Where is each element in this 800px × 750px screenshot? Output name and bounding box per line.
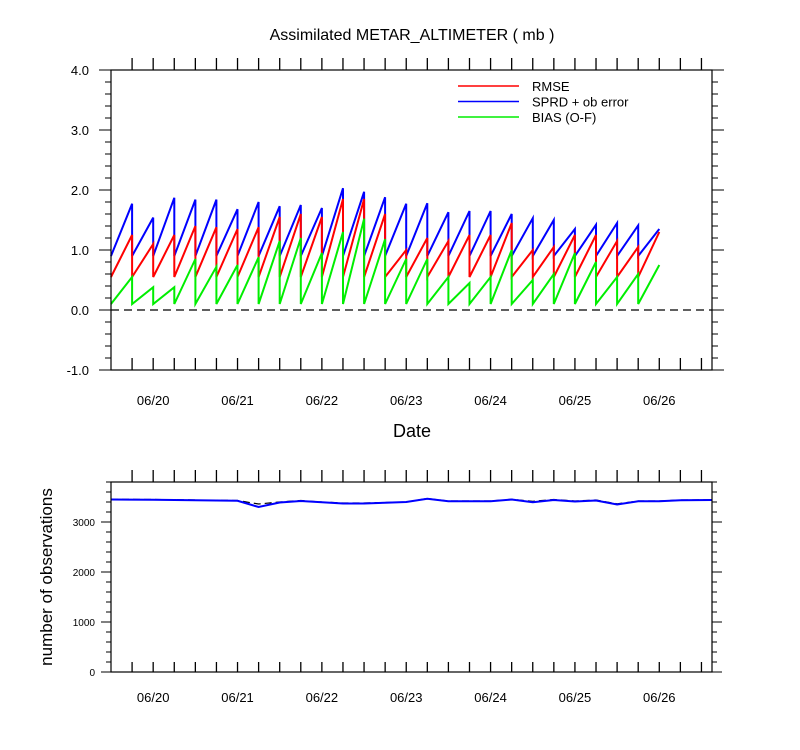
y-tick-label: 0.0	[71, 303, 89, 318]
series-line-bias-o-f	[110, 218, 661, 308]
observations-line-assimilated	[110, 497, 713, 509]
x-tick-label: 06/24	[474, 690, 507, 705]
y-tick-label: 3.0	[71, 123, 89, 138]
bottom-series-group	[110, 497, 713, 509]
bottom-axes-group: 0 1000 2000 3000 06/20 06/21 06/22 06/23 06/24 06…	[73, 470, 722, 705]
legend-label: BIAS (O-F)	[532, 110, 596, 125]
x-tick-label: 06/26	[643, 690, 676, 705]
bottom-y-axis-title: number of observations	[37, 488, 56, 666]
y-tick-label: -1.0	[67, 363, 89, 378]
top-series-group	[110, 187, 661, 308]
top-axes-group: -1.0 0.0 1.0 2.0 3.0 4.0 06/20 06/21 06/22 06/23 0…	[67, 58, 724, 408]
y-tick-label: 4.0	[71, 63, 89, 78]
y-tick-label: 2000	[73, 568, 96, 579]
legend-label: SPRD + ob error	[532, 95, 629, 110]
top-plot-frame	[110, 69, 713, 371]
x-tick-label: 06/21	[221, 393, 254, 408]
top-chart: Assimilated METAR_ALTIMETER ( mb ) -1.0 0…	[67, 27, 724, 441]
x-tick-label: 06/22	[306, 690, 339, 705]
y-tick-label: 3000	[73, 518, 96, 529]
y-tick-label: 1000	[73, 618, 96, 629]
y-tick-label: 1.0	[71, 243, 89, 258]
chart-title: Assimilated METAR_ALTIMETER ( mb )	[270, 27, 555, 44]
x-tick-label: 06/24	[474, 393, 507, 408]
x-tick-label: 06/25	[559, 690, 592, 705]
x-tick-label: 06/22	[306, 393, 339, 408]
x-tick-label: 06/25	[559, 393, 592, 408]
bottom-chart: 0 1000 2000 3000 06/20 06/21 06/22 06/23 06/24 06…	[37, 470, 722, 705]
x-tick-label: 06/26	[643, 393, 676, 408]
x-tick-label: 06/21	[221, 690, 254, 705]
bottom-plot-frame	[110, 481, 713, 673]
x-tick-label: 06/23	[390, 393, 423, 408]
x-tick-label: 06/20	[137, 393, 170, 408]
x-tick-label: 06/20	[137, 690, 170, 705]
x-tick-label: 06/23	[390, 690, 423, 705]
y-tick-label: 2.0	[71, 183, 89, 198]
y-tick-label: 0	[89, 668, 95, 679]
legend-label: RMSE	[532, 79, 570, 94]
top-x-axis-title: Date	[393, 421, 431, 441]
